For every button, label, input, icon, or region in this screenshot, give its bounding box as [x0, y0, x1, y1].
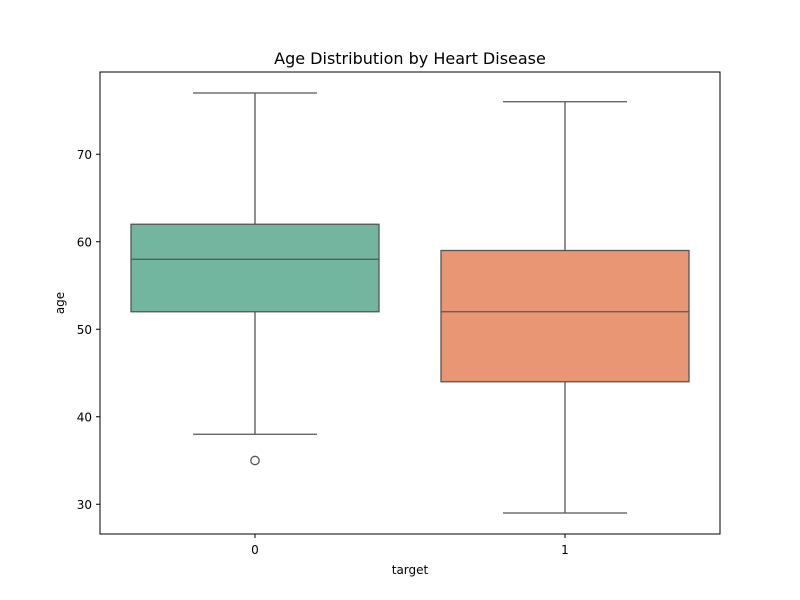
y-tick-label: 40	[77, 410, 92, 424]
x-tick-label: 1	[561, 543, 569, 557]
chart-title: Age Distribution by Heart Disease	[274, 49, 546, 68]
x-tick-label: 0	[251, 543, 259, 557]
box-iqr	[131, 224, 379, 312]
y-tick-label: 30	[77, 498, 92, 512]
y-tick-label: 70	[77, 148, 92, 162]
y-axis-label: age	[53, 292, 67, 314]
plot-area	[131, 93, 689, 513]
x-axis-label: target	[392, 563, 429, 577]
box-group-0	[131, 93, 379, 465]
box-iqr	[441, 251, 689, 382]
box-group-1	[441, 102, 689, 513]
outlier-point	[251, 456, 259, 464]
y-tick-label: 50	[77, 323, 92, 337]
y-tick-label: 60	[77, 235, 92, 249]
